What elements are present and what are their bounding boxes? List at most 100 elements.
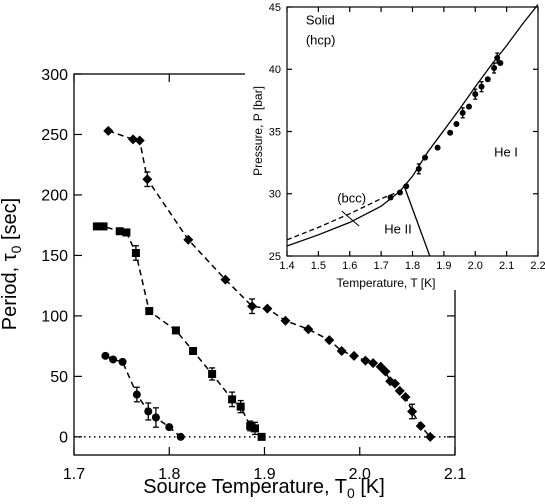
series-circle-point xyxy=(176,432,185,441)
series-square-point xyxy=(228,395,237,404)
series-diamond-point xyxy=(415,420,426,431)
series-square-point xyxy=(236,402,245,411)
main-plot-area xyxy=(74,125,455,442)
inset-point xyxy=(422,154,429,161)
inset-y-tick-label: 25 xyxy=(269,251,281,263)
inset-point xyxy=(447,129,454,136)
inset-point xyxy=(484,76,491,83)
series-circle-point xyxy=(132,390,141,399)
series-diamond-point xyxy=(400,391,411,402)
inset-annotation: He II xyxy=(384,222,411,237)
main-y-tick-label: 100 xyxy=(41,309,68,326)
main-y-axis-label: Period, τ0 [sec] xyxy=(0,198,24,330)
inset-point xyxy=(387,194,394,201)
series-square-point xyxy=(208,369,217,378)
series-diamond-point xyxy=(349,350,360,361)
bcc-leader-line xyxy=(341,210,360,227)
main-y-ticks: 0 50 100 150 200 250 300 xyxy=(41,67,455,447)
inset-point xyxy=(478,83,485,90)
inset-annotation: Solid xyxy=(306,12,335,27)
series-square-point xyxy=(115,227,124,236)
main-x-axis-label: Source Temperature, T0 [K] xyxy=(143,476,385,501)
series-diamond-point xyxy=(262,303,273,314)
inset-y-tick-label: 40 xyxy=(269,64,281,76)
main-y-tick-label: 150 xyxy=(41,248,68,265)
series-circle-point xyxy=(118,357,127,366)
main-y-tick-label: 250 xyxy=(41,127,68,144)
series-square-point xyxy=(99,222,108,231)
series-diamond-point xyxy=(389,378,400,389)
series-diamond-point xyxy=(247,301,258,312)
main-y-tick-label: 0 xyxy=(59,430,68,447)
series-diamond-point xyxy=(280,315,291,326)
main-x-tick-label: 2.1 xyxy=(444,466,466,483)
inset-y-tick-label: 45 xyxy=(269,2,281,14)
series-diamond-point xyxy=(142,174,153,185)
inset-point xyxy=(453,121,460,128)
inset-point xyxy=(497,60,504,67)
series-diamond-point xyxy=(407,406,418,417)
main-chart: 1.7 1.8 1.9 2.0 2.1 0 50 100 150 200 250 300 Sourc… xyxy=(0,67,466,501)
series-circle-point xyxy=(101,351,110,360)
series-circle-point xyxy=(109,355,118,364)
series-diamond-point xyxy=(128,134,139,145)
inset-x-tick-label: 2.1 xyxy=(499,260,514,272)
inset-point xyxy=(472,91,479,98)
inset-annotation: (hcp) xyxy=(306,32,336,47)
inset-x-tick-label: 1.9 xyxy=(436,260,451,272)
series-square-point xyxy=(92,222,101,231)
series-square-point xyxy=(189,346,198,355)
inset-x-axis-label: Temperature, T [K] xyxy=(337,276,436,290)
inset-x-tick-label: 2.0 xyxy=(468,260,483,272)
inset-point xyxy=(459,109,466,116)
inset-x-tick-label: 1.5 xyxy=(311,260,326,272)
inset-x-ticks: 1.4 1.5 1.6 1.7 1.8 1.9 2.0 2.1 2.2 xyxy=(279,7,545,272)
inset-x-tick-label: 1.6 xyxy=(342,260,357,272)
inset-y-axis-label: Pressure, P [bar] xyxy=(251,86,265,176)
inset-annotation: (bcc) xyxy=(337,190,366,205)
series-diamond-point xyxy=(103,125,114,136)
inset-x-tick-label: 2.2 xyxy=(530,260,545,272)
series-square-point xyxy=(131,249,140,258)
main-x-tick-label: 1.8 xyxy=(158,466,180,483)
main-x-tick-label: 2.0 xyxy=(349,466,371,483)
main-y-tick-label: 200 xyxy=(41,188,68,205)
inset-x-tick-label: 1.8 xyxy=(405,260,420,272)
series-square-point xyxy=(257,432,266,441)
series-square-point xyxy=(246,421,255,430)
series-diamond-point xyxy=(394,385,405,396)
series-diamond-point xyxy=(425,431,436,442)
inset-chart: 1.4 1.5 1.6 1.7 1.8 1.9 2.0 2.1 2.2 25 30 35 40 45 S… xyxy=(245,0,545,290)
inset-annotations: Solid (hcp) He I He II (bcc) xyxy=(306,12,518,236)
series-diamond-point xyxy=(380,366,391,377)
series-diamond-point xyxy=(134,135,145,146)
series-square-point xyxy=(250,424,259,433)
series-square-point xyxy=(171,326,180,335)
main-x-tick-label: 1.7 xyxy=(63,466,85,483)
series-circle-point xyxy=(165,423,174,432)
inset-point xyxy=(396,189,403,196)
inset-y-tick-label: 35 xyxy=(269,126,281,138)
main-x-tick-label: 1.9 xyxy=(253,466,275,483)
series-square-point xyxy=(145,307,154,316)
series-circle-point xyxy=(144,407,153,416)
inset-y-tick-label: 30 xyxy=(269,189,281,201)
inset-curve-solid-2 xyxy=(404,187,431,257)
inset-curve-solid-0 xyxy=(286,4,539,247)
inset-point xyxy=(403,183,410,190)
inset-point xyxy=(491,65,498,72)
inset-x-tick-label: 1.4 xyxy=(279,260,294,272)
inset-point xyxy=(415,165,422,172)
inset-x-tick-label: 1.7 xyxy=(373,260,388,272)
series-diamond-point xyxy=(368,358,379,369)
inset-annotation: He I xyxy=(494,144,518,159)
series-diamond-point xyxy=(303,324,314,335)
inset-point xyxy=(465,103,472,110)
series-diamond-point xyxy=(220,274,231,285)
series-diamond-point xyxy=(360,355,371,366)
series-diamond-point xyxy=(183,234,194,245)
inset-curve-dashed-1 xyxy=(286,190,401,241)
main-y-tick-label: 300 xyxy=(41,67,68,84)
main-y-tick-label: 50 xyxy=(50,369,68,386)
